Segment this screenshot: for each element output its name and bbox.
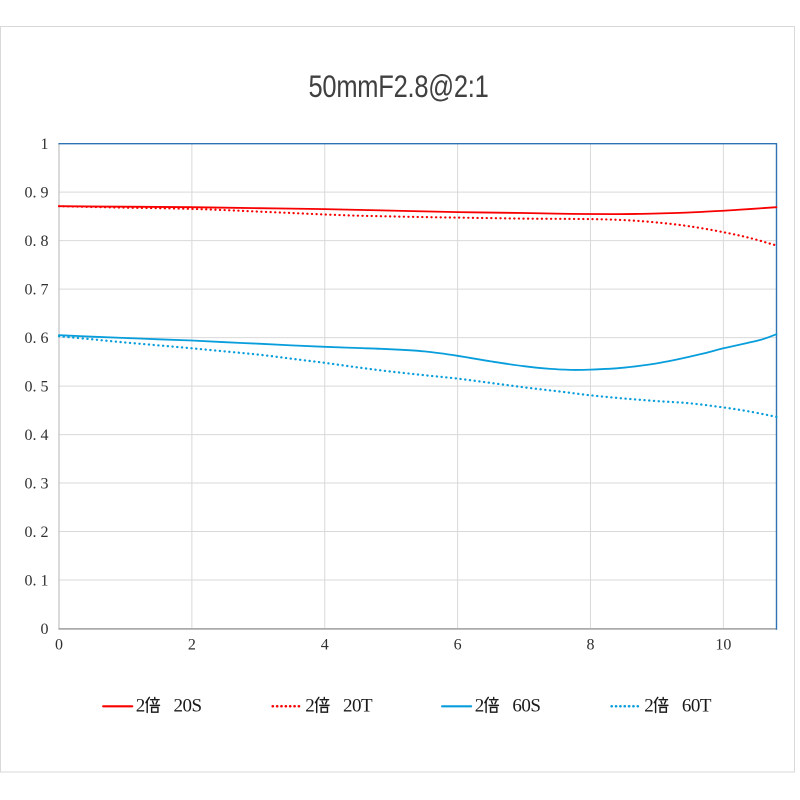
svg-text:20S: 20S: [174, 696, 202, 717]
svg-text:0. 4: 0. 4: [25, 427, 49, 444]
svg-text:60T: 60T: [682, 696, 712, 717]
svg-text:0. 3: 0. 3: [25, 476, 49, 493]
svg-text:0. 5: 0. 5: [25, 379, 49, 396]
svg-text:0. 6: 0. 6: [25, 330, 49, 347]
svg-text:4: 4: [321, 637, 329, 654]
svg-text:6: 6: [454, 637, 462, 654]
svg-text:0: 0: [41, 621, 49, 638]
svg-text:0. 7: 0. 7: [25, 282, 49, 299]
svg-text:2: 2: [644, 696, 653, 717]
svg-text:2: 2: [305, 696, 314, 717]
svg-text:2: 2: [475, 696, 484, 717]
svg-text:50mmF2.8@2:1: 50mmF2.8@2:1: [309, 68, 489, 104]
svg-text:60S: 60S: [512, 696, 540, 717]
svg-text:0. 9: 0. 9: [25, 185, 49, 202]
svg-text:2: 2: [136, 696, 145, 717]
svg-text:8: 8: [587, 637, 595, 654]
svg-text:1: 1: [41, 136, 49, 153]
svg-text:0. 8: 0. 8: [25, 233, 49, 250]
svg-text:20T: 20T: [343, 696, 373, 717]
svg-text:2: 2: [188, 637, 196, 654]
svg-text:0. 2: 0. 2: [25, 524, 49, 541]
svg-text:10: 10: [715, 637, 731, 654]
svg-text:0. 1: 0. 1: [25, 572, 49, 589]
svg-text:0: 0: [55, 637, 63, 654]
